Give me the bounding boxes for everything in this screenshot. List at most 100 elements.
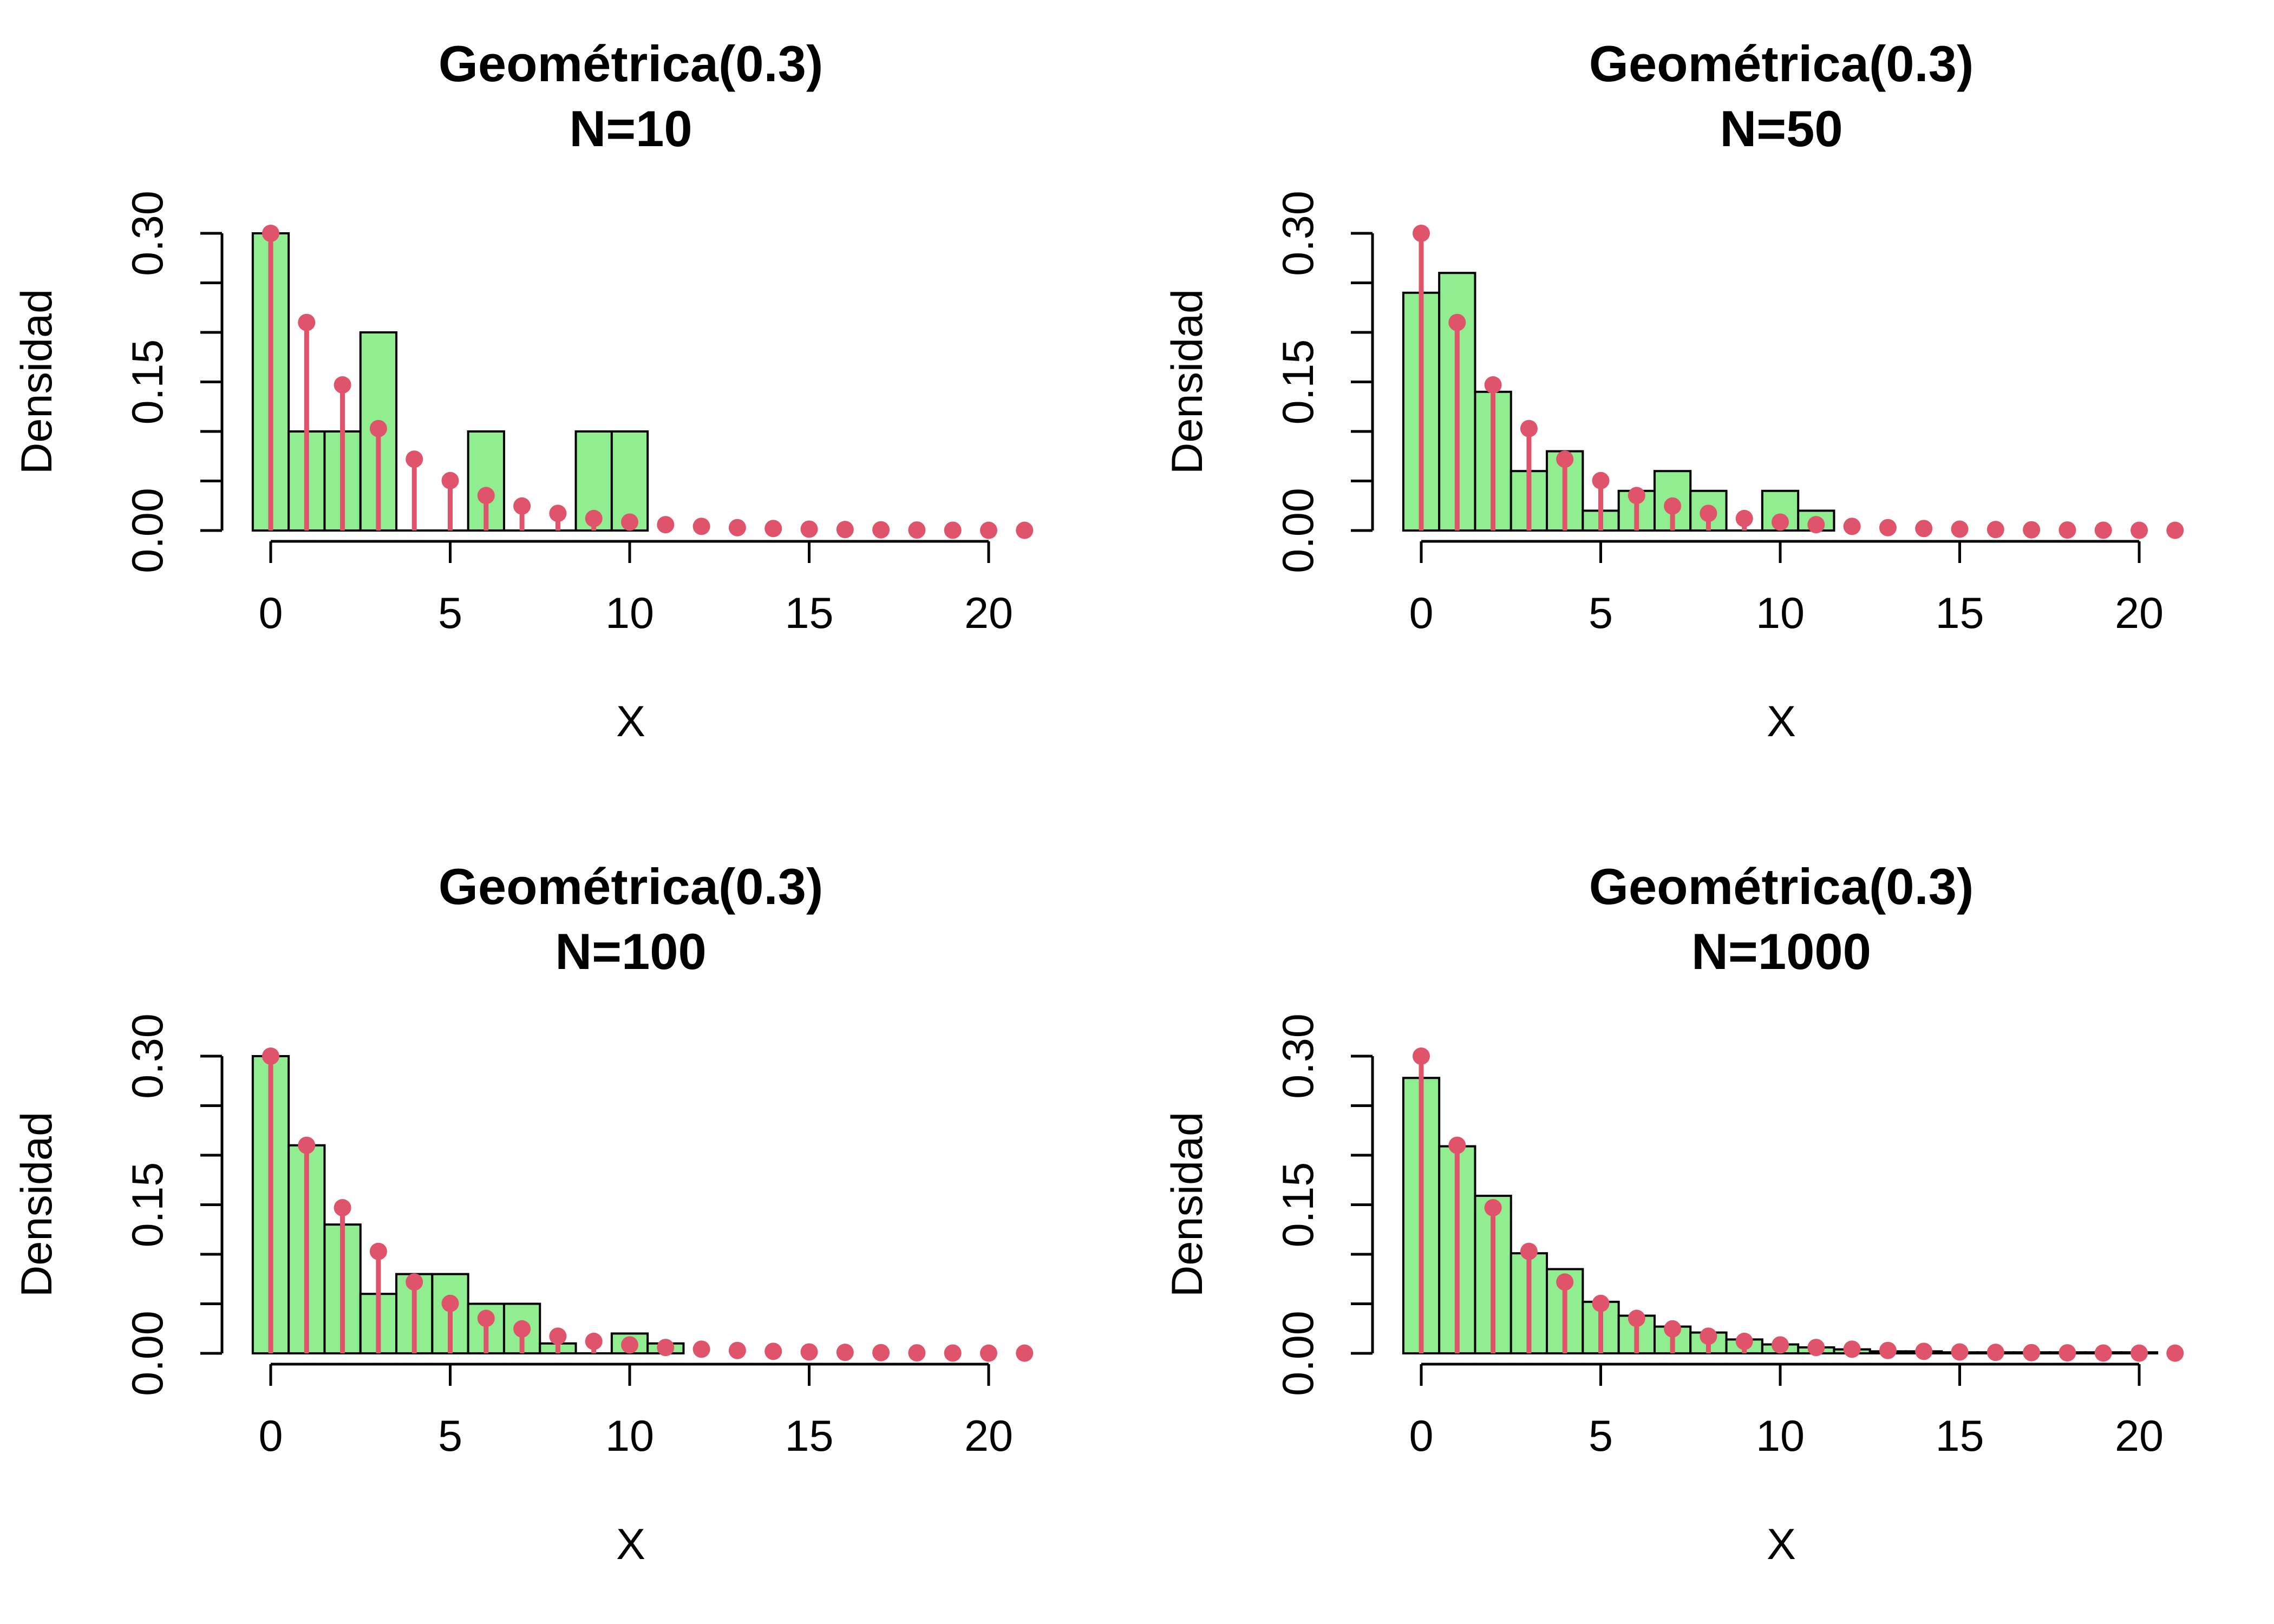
- chart-title: Geométrica(0.3): [439, 858, 824, 915]
- pmf-point: [692, 1340, 710, 1358]
- chart-title: Geométrica(0.3): [1589, 35, 1974, 92]
- x-tick-label: 10: [605, 589, 654, 638]
- x-tick-label: 15: [785, 1412, 833, 1461]
- pmf-point: [513, 497, 531, 515]
- y-tick-label: 0.00: [1274, 488, 1323, 573]
- chart-subtitle: N=50: [1720, 100, 1842, 157]
- pmf-point: [944, 521, 962, 539]
- pmf-point: [513, 1320, 531, 1338]
- y-tick-label: 0.00: [1274, 1311, 1323, 1396]
- x-tick-label: 10: [1756, 1412, 1805, 1461]
- pmf-point: [1628, 487, 1645, 505]
- pmf-point: [657, 516, 675, 534]
- x-axis-label: X: [1767, 1520, 1796, 1569]
- x-tick-label: 20: [964, 1412, 1013, 1461]
- pmf-point: [980, 1344, 997, 1362]
- y-tick-label: 0.15: [1274, 1162, 1323, 1248]
- x-tick-label: 5: [1589, 589, 1613, 638]
- pmf-point: [2023, 1344, 2041, 1361]
- histogram-panel-3: Geométrica(0.3) N=100 0.00 0.15 0.30 0 5 10 15 20…: [12, 858, 1034, 1569]
- pmf-point: [2166, 1344, 2184, 1362]
- histogram-panel-1: Geométrica(0.3) N=10 0.00 0.15 0.30 0 5 10 15 20 X…: [12, 35, 1034, 746]
- pmf-point: [1556, 1273, 1574, 1291]
- pmf-point: [2166, 521, 2184, 539]
- y-tick-label: 0.15: [1274, 339, 1323, 425]
- x-tick-label: 20: [2115, 589, 2164, 638]
- pmf-point: [836, 521, 854, 539]
- x-tick-label: 10: [605, 1412, 654, 1461]
- pmf-point: [800, 520, 818, 538]
- pmf-point: [406, 1273, 423, 1291]
- pmf-point: [657, 1339, 675, 1357]
- pmf-point: [298, 313, 316, 331]
- x-tick-label: 15: [785, 589, 833, 638]
- x-tick-label: 0: [258, 1412, 283, 1461]
- pmf-point: [1664, 497, 1682, 515]
- x-tick-label: 15: [1935, 589, 1984, 638]
- y-tick-label: 0.15: [123, 1162, 172, 1248]
- pmf-point: [1520, 1242, 1538, 1260]
- pmf-point: [1879, 519, 1897, 536]
- y-axis-label: Densidad: [12, 289, 61, 474]
- y-tick-label: 0.15: [123, 339, 172, 425]
- y-tick-label: 0.00: [123, 1311, 172, 1396]
- pmf-point: [1700, 1327, 1717, 1345]
- x-axis-label: X: [616, 697, 645, 746]
- x-tick-label: 5: [1589, 1412, 1613, 1461]
- pmf-point: [1628, 1309, 1645, 1327]
- x-tick-label: 0: [1409, 1412, 1433, 1461]
- x-tick-label: 0: [1409, 589, 1433, 638]
- pmf-point: [1915, 1343, 1933, 1360]
- pmf-point: [1987, 521, 2004, 539]
- pmf-point: [369, 1242, 387, 1260]
- chart-subtitle: N=10: [569, 100, 692, 157]
- y-tick-label: 0.30: [1274, 191, 1323, 276]
- y-tick-label: 0.30: [1274, 1013, 1323, 1099]
- pmf-point: [908, 521, 926, 539]
- pmf-point: [585, 509, 603, 527]
- pmf-point: [334, 376, 351, 394]
- histogram-panel-2: Geométrica(0.3) N=50 0.00 0.15 0.30 0 5 10 15 20 X…: [1163, 35, 2184, 746]
- pmf-point: [1592, 1294, 1610, 1312]
- pmf-point: [1915, 520, 1933, 538]
- x-tick-label: 10: [1756, 589, 1805, 638]
- pmf-point: [944, 1344, 962, 1362]
- x-tick-label: 0: [258, 589, 283, 638]
- y-tick-label: 0.00: [123, 488, 172, 573]
- pmf-point: [406, 450, 423, 468]
- pmf-point: [1484, 1199, 1502, 1216]
- pmf-point: [2094, 1344, 2112, 1362]
- pmf-point: [2059, 521, 2076, 539]
- x-tick-label: 20: [964, 589, 1013, 638]
- chart-title: Geométrica(0.3): [439, 35, 824, 92]
- pmf-point: [1772, 513, 1789, 531]
- pmf-point: [369, 420, 387, 437]
- pmf-point: [2131, 1344, 2148, 1362]
- pmf-point: [262, 225, 279, 242]
- pmf-point: [764, 520, 782, 538]
- pmf-point: [441, 1294, 459, 1312]
- pmf-point: [298, 1136, 316, 1154]
- pmf-point: [1951, 1343, 1969, 1361]
- pmf-point: [1016, 521, 1034, 539]
- pmf-point: [2094, 521, 2112, 539]
- x-tick-label: 5: [438, 589, 462, 638]
- y-tick-label: 0.30: [123, 191, 172, 276]
- pmf-point: [1843, 1340, 1861, 1358]
- pmf-point: [1484, 376, 1502, 394]
- pmf-point: [477, 1309, 495, 1327]
- pmf-point: [1951, 520, 1969, 538]
- chart-subtitle: N=1000: [1691, 923, 1871, 980]
- x-tick-label: 15: [1935, 1412, 1984, 1461]
- y-axis-label: Densidad: [12, 1112, 61, 1297]
- pmf-point: [908, 1344, 926, 1362]
- x-axis-label: X: [1767, 697, 1796, 746]
- pmf-point: [1664, 1320, 1682, 1338]
- x-tick-label: 5: [438, 1412, 462, 1461]
- pmf-point: [1772, 1336, 1789, 1354]
- pmf-point: [441, 472, 459, 489]
- pmf-point: [262, 1047, 279, 1065]
- histogram-panel-4: Geométrica(0.3) N=1000 0.00 0.15 0.30 0 5 10 15 2…: [1163, 858, 2184, 1569]
- pmf-point: [980, 521, 997, 539]
